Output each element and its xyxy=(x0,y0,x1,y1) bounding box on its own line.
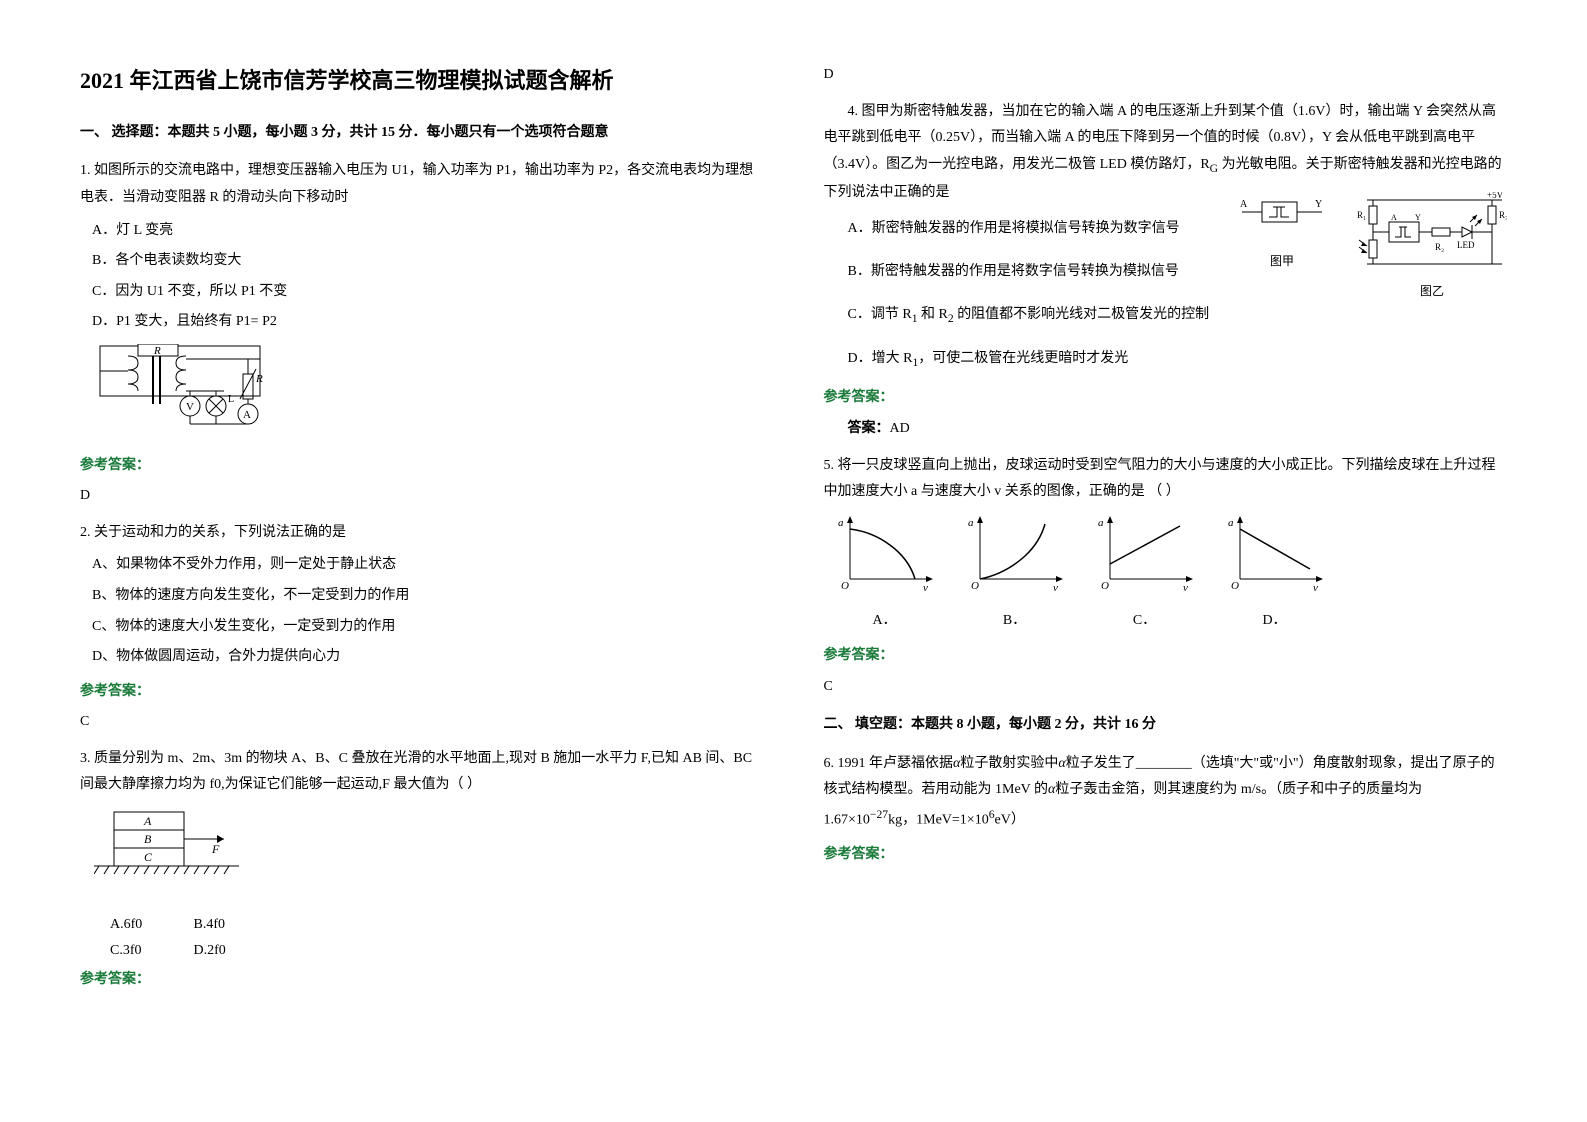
svg-text:R₃: R₃ xyxy=(1499,210,1507,220)
q5-label-b: B． xyxy=(960,608,1070,635)
svg-text:v: v xyxy=(1313,582,1318,594)
svg-text:Y: Y xyxy=(1415,213,1421,222)
section1-header: 一、 选择题：本题共 5 小题，每小题 3 分，共计 15 分．每小题只有一个选… xyxy=(80,120,764,147)
q4-answer-label: 参考答案： xyxy=(824,385,1508,412)
svg-text:a: a xyxy=(838,517,844,529)
q2-opt-d: D、物体做圆周运动，合外力提供向心力 xyxy=(92,644,764,671)
svg-text:A: A xyxy=(143,814,152,828)
q4-answer: 答案：AD xyxy=(848,416,1508,443)
q2-opt-c: C、物体的速度大小发生变化，一定受到力的作用 xyxy=(92,614,764,641)
q1-answer: D xyxy=(80,483,764,510)
svg-text:A: A xyxy=(243,409,251,421)
q3-opts-row: A.6f0 B.4f0 C.3f0 D.2f0 xyxy=(110,912,764,965)
q4-opt-c: C．调节 R1 和 R2 的阻值都不影响光线对二极管发光的控制 xyxy=(848,302,1508,330)
q3-answer: D xyxy=(824,62,1508,89)
q2-stem: 2. 关于运动和力的关系，下列说法正确的是 xyxy=(80,520,764,547)
q4-fig-jia-label: 图甲 xyxy=(1237,250,1327,273)
q2-answer-label: 参考答案： xyxy=(80,679,764,706)
svg-text:v: v xyxy=(923,582,928,594)
q5-label-c: C． xyxy=(1090,608,1200,635)
q4-stem: 4. 图甲为斯密特触发器，当加在它的输入端 A 的电压逐渐上升到某个值（1.6V… xyxy=(824,99,1508,207)
svg-text:O: O xyxy=(1101,580,1109,592)
q2-answer: C xyxy=(80,709,764,736)
q5-answer-label: 参考答案： xyxy=(824,643,1508,670)
q5-label-d: D． xyxy=(1220,608,1330,635)
q5-answer: C xyxy=(824,674,1508,701)
q5-stem: 5. 将一只皮球竖直向上抛出，皮球运动时受到空气阻力的大小与速度的大小成正比。下… xyxy=(824,453,1508,506)
q3-opt-d: D.2f0 xyxy=(194,938,226,965)
q3-opt-a: A.6f0 xyxy=(110,912,190,939)
q5-graph-d: a O v D． xyxy=(1220,514,1330,635)
q4-opt-d: D．增大 R1，可使二极管在光线更暗时才发光 xyxy=(848,346,1508,374)
svg-text:L: L xyxy=(228,394,234,405)
q2-opt-a: A、如果物体不受外力作用，则一定处于静止状态 xyxy=(92,552,764,579)
q4-block: 4. 图甲为斯密特触发器，当加在它的输入端 A 的电压逐渐上升到某个值（1.6V… xyxy=(824,99,1508,378)
q1-transformer-figure: R V L R A xyxy=(98,344,764,445)
left-column: 2021 年江西省上饶市信芳学校高三物理模拟试题含解析 一、 选择题：本题共 5… xyxy=(50,40,794,1082)
q4-circuit-figure: A Y 图甲 +5V R₁ xyxy=(1237,192,1507,303)
q5-graph-b: a O v B． xyxy=(960,514,1070,635)
svg-text:C: C xyxy=(144,850,153,864)
q3-opt-b: B.4f0 xyxy=(194,912,226,939)
svg-text:A: A xyxy=(1391,213,1397,222)
q4-fig-jia: A Y 图甲 xyxy=(1237,192,1327,273)
svg-text:R₂: R₂ xyxy=(1435,242,1444,252)
svg-text:+5V: +5V xyxy=(1487,192,1504,200)
q1-answer-label: 参考答案： xyxy=(80,453,764,480)
svg-text:F: F xyxy=(211,842,220,856)
svg-text:R₁: R₁ xyxy=(1357,210,1366,220)
page-title: 2021 年江西省上饶市信芳学校高三物理模拟试题含解析 xyxy=(80,60,764,102)
q1-opt-d: D．P1 变大，且始终有 P1= P2 xyxy=(92,309,764,336)
q5-graph-a: a O v A． xyxy=(830,514,940,635)
q3-answer-label: 参考答案： xyxy=(80,967,764,994)
svg-text:O: O xyxy=(1231,580,1239,592)
q3-blocks-figure: A B C F xyxy=(94,807,764,908)
svg-text:a: a xyxy=(1228,517,1234,529)
svg-text:LED: LED xyxy=(1457,240,1475,250)
q3-opt-c: C.3f0 xyxy=(110,938,190,965)
q1-opt-c: C．因为 U1 不变，所以 P1 不变 xyxy=(92,279,764,306)
q6-answer-label: 参考答案： xyxy=(824,842,1508,869)
q5-label-a: A． xyxy=(830,608,940,635)
svg-text:v: v xyxy=(1183,582,1188,594)
svg-text:Y: Y xyxy=(1315,199,1322,210)
section2-header: 二、 填空题：本题共 8 小题，每小题 2 分，共计 16 分 xyxy=(824,712,1508,739)
svg-text:a: a xyxy=(968,517,974,529)
q2-opt-b: B、物体的速度方向发生变化，不一定受到力的作用 xyxy=(92,583,764,610)
q5-graphs: a O v A． a O v B． xyxy=(830,514,1508,635)
svg-text:v: v xyxy=(1053,582,1058,594)
q4-fig-yi: +5V R₁ A Y xyxy=(1357,192,1507,303)
q3-stem: 3. 质量分别为 m、2m、3m 的物块 A、B、C 叠放在光滑的水平地面上,现… xyxy=(80,746,764,799)
q6-stem: 6. 1991 年卢瑟福依据α粒子散射实验中α粒子发生了________（选填"… xyxy=(824,751,1508,834)
svg-text:A: A xyxy=(1240,199,1248,210)
svg-text:a: a xyxy=(1098,517,1104,529)
q1-opt-b: B．各个电表读数均变大 xyxy=(92,248,764,275)
svg-text:O: O xyxy=(971,580,979,592)
q1-opt-a: A．灯 L 变亮 xyxy=(92,218,764,245)
svg-text:R: R xyxy=(153,345,161,357)
svg-text:B: B xyxy=(144,832,152,846)
svg-text:O: O xyxy=(841,580,849,592)
svg-text:V: V xyxy=(186,401,194,413)
q1-stem: 1. 如图所示的交流电路中，理想变压器输入电压为 U1，输入功率为 P1，输出功… xyxy=(80,158,764,211)
svg-text:R: R xyxy=(255,373,263,385)
q4-fig-yi-label: 图乙 xyxy=(1357,280,1507,303)
q5-graph-c: a O v C． xyxy=(1090,514,1200,635)
right-column: D 4. 图甲为斯密特触发器，当加在它的输入端 A 的电压逐渐上升到某个值（1.… xyxy=(794,40,1538,1082)
